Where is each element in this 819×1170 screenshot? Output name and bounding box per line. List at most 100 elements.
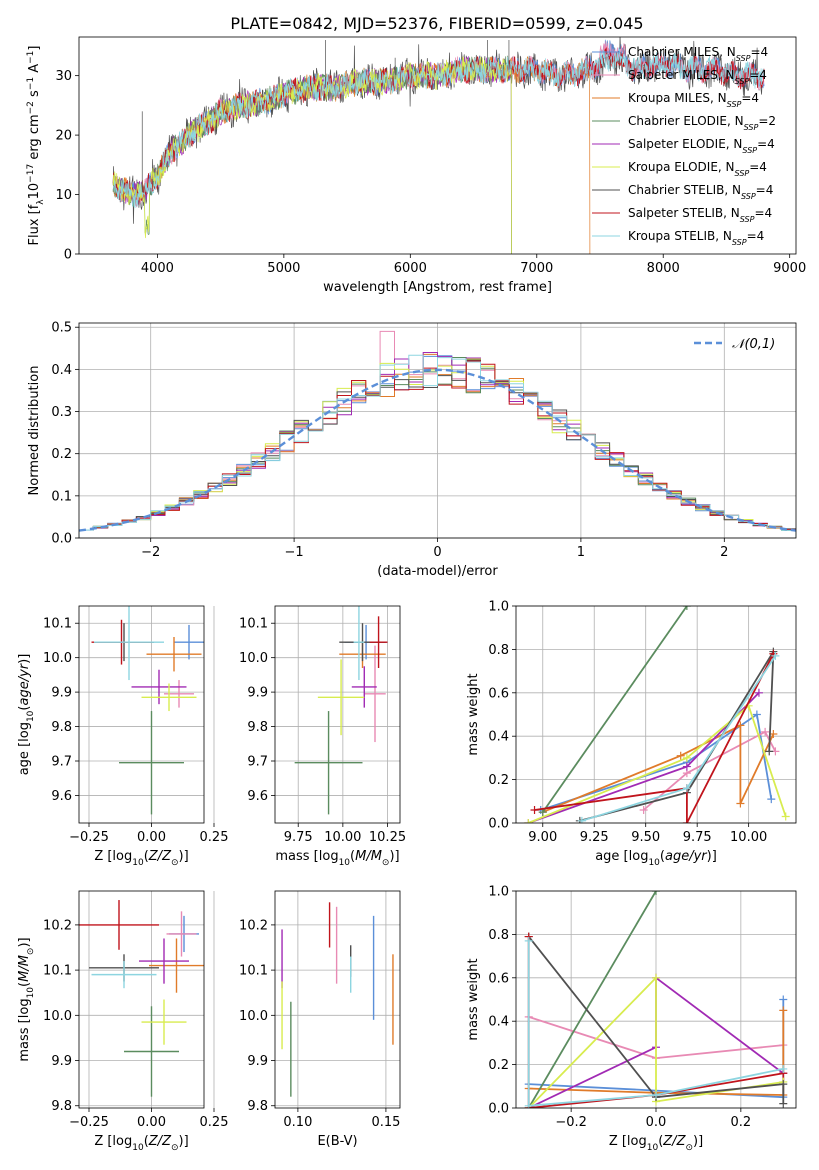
y-tick-label: 0.8 bbox=[488, 643, 509, 658]
y-tick-label: 9.7 bbox=[51, 755, 72, 770]
weight-marker bbox=[736, 799, 745, 808]
x-tick-label: 0.00 bbox=[137, 1115, 166, 1130]
axes-frame bbox=[78, 322, 797, 539]
legend-label: Chabrier MILES, NSSP=4 bbox=[628, 45, 768, 63]
weight-marker bbox=[524, 1101, 533, 1108]
y-tick-label: 10.1 bbox=[43, 617, 72, 632]
x-axis-label: age [log10(age/yr)] bbox=[595, 849, 717, 868]
y-axis-label: age [log10(age/yr)] bbox=[17, 654, 36, 776]
weight-marker bbox=[524, 819, 533, 823]
panel-residuals: −2 −1 0 1 2 0.0 0.1 0.2 0.3 0.4 0.5 (data-model)/er… bbox=[27, 321, 797, 579]
panel-age_vs_z: −0.25 0.00 0.25 9.6 9.7 9.8 9.9 10.0 10.1 Z [log1… bbox=[17, 605, 229, 868]
axes-frame bbox=[78, 605, 205, 824]
x-tick-label: −0.25 bbox=[69, 1115, 109, 1130]
y-tick-label: 0.0 bbox=[51, 532, 72, 547]
panel-spectrum: 4000 5000 6000 7000 8000 9000 0 10 20 30 wavelengt… bbox=[26, 36, 806, 295]
panel-weight_vs_age: 9.00 9.25 9.50 9.75 10.00 0.0 0.2 0.4 0.6 0.8 1.0 a… bbox=[466, 600, 797, 868]
y-tick-label: 0.5 bbox=[51, 321, 72, 336]
y-tick-label: 20 bbox=[55, 129, 72, 144]
legend-label: Kroupa ELODIE, NSSP=4 bbox=[628, 160, 767, 178]
weight-marker bbox=[779, 1080, 788, 1089]
legend: Chabrier MILES, NSSP=4 Salpeter MILES, NS… bbox=[592, 45, 776, 247]
y-tick-label: 0.2 bbox=[488, 1058, 509, 1073]
panel-weight_vs_z: −0.2 0.0 0.2 0.0 0.2 0.4 0.6 0.8 1.0 Z [log10(Z/Z… bbox=[466, 885, 797, 1153]
panel-age_vs_mass: 9.75 10.00 10.25 9.6 9.7 9.8 9.9 10.0 10.1 mass [… bbox=[239, 605, 406, 868]
x-tick-label: 9.00 bbox=[528, 830, 557, 845]
x-axis-label: Z [log10(Z/Z⊙)] bbox=[94, 1134, 188, 1153]
x-tick-label: 0.0 bbox=[646, 1115, 667, 1130]
y-tick-label: 10.2 bbox=[43, 918, 72, 933]
x-tick-label: 9.25 bbox=[580, 830, 609, 845]
y-axis-label: mass [log10(M/M⊙)] bbox=[17, 937, 36, 1061]
x-tick-label: 9.75 bbox=[284, 830, 313, 845]
y-tick-label: 0.0 bbox=[488, 817, 509, 832]
weight-marker bbox=[682, 606, 691, 610]
data-layer bbox=[294, 606, 388, 815]
axes-frame bbox=[78, 36, 797, 255]
data-layer bbox=[112, 37, 765, 254]
y-tick-label: 0.2 bbox=[488, 773, 509, 788]
panel-mass_vs_ebv: 0.10 0.15 9.8 9.9 10.0 10.1 10.2 E(B-V) bbox=[239, 890, 401, 1149]
y-tick-label: 0.8 bbox=[488, 928, 509, 943]
x-tick-label: 0.2 bbox=[731, 1115, 752, 1130]
weight-marker bbox=[530, 805, 539, 814]
plot-area bbox=[275, 891, 400, 1108]
plot-area bbox=[79, 606, 204, 823]
weight-line bbox=[527, 940, 784, 1107]
x-tick-label: 10.00 bbox=[324, 830, 361, 845]
x-tick-label: 0.15 bbox=[371, 1115, 400, 1130]
weight-marker bbox=[524, 936, 533, 945]
x-tick-label: 0 bbox=[433, 545, 441, 560]
weight-marker bbox=[639, 805, 648, 814]
legend-label: Salpeter STELIB, NSSP=4 bbox=[628, 206, 772, 224]
y-tick-label: 0.3 bbox=[51, 405, 72, 420]
x-tick-label: 8000 bbox=[647, 261, 680, 276]
data-layer bbox=[91, 606, 204, 815]
y-tick-label: 9.9 bbox=[51, 686, 72, 701]
weight-marker bbox=[779, 995, 788, 1004]
x-tick-label: 6000 bbox=[394, 261, 427, 276]
legend-label: Salpeter ELODIE, NSSP=4 bbox=[628, 137, 775, 155]
weight-marker bbox=[652, 973, 660, 982]
weight-marker bbox=[652, 891, 660, 895]
spectrum-line bbox=[112, 48, 765, 208]
x-tick-label: −0.2 bbox=[555, 1115, 587, 1130]
y-tick-label: 10.1 bbox=[239, 964, 268, 979]
y-tick-label: 10.0 bbox=[43, 1009, 72, 1024]
y-tick-label: 0.1 bbox=[51, 489, 72, 504]
y-tick-label: 10.0 bbox=[239, 651, 268, 666]
x-tick-label: 9000 bbox=[773, 261, 806, 276]
axes-frame bbox=[78, 890, 205, 1109]
data-layer bbox=[79, 330, 796, 538]
x-tick-label: −1 bbox=[285, 545, 304, 560]
y-tick-label: 0 bbox=[64, 248, 72, 263]
data-layer bbox=[281, 902, 394, 1097]
y-tick-label: 0.4 bbox=[51, 363, 72, 378]
y-tick-label: 10.2 bbox=[239, 918, 268, 933]
weight-marker bbox=[682, 819, 691, 823]
y-tick-label: 1.0 bbox=[488, 600, 509, 615]
data-layer bbox=[524, 891, 788, 1108]
panel-mass_vs_z: −0.25 0.00 0.25 9.8 9.9 10.0 10.1 10.2 Z [log10(… bbox=[17, 890, 229, 1153]
x-axis-label: (data-model)/error bbox=[377, 564, 498, 579]
data-layer bbox=[524, 606, 790, 823]
y-tick-label: 10 bbox=[55, 188, 72, 203]
weight-marker bbox=[771, 651, 780, 660]
x-tick-label: 0.25 bbox=[200, 830, 229, 845]
y-tick-label: 9.7 bbox=[247, 755, 268, 770]
y-tick-label: 9.8 bbox=[51, 720, 72, 735]
y-axis-label: Normed distribution bbox=[27, 366, 42, 496]
y-tick-label: 0.2 bbox=[51, 447, 72, 462]
weight-line bbox=[528, 976, 784, 1108]
spectrum-line bbox=[112, 56, 512, 254]
plot-layer: 4000 5000 6000 7000 8000 90000102030wavelengt… bbox=[17, 36, 806, 1153]
legend-label: Kroupa MILES, NSSP=4 bbox=[628, 91, 759, 109]
weight-marker bbox=[781, 812, 790, 821]
x-tick-label: 0.25 bbox=[200, 1115, 229, 1130]
weight-marker bbox=[682, 753, 691, 762]
x-tick-label: 10.25 bbox=[369, 830, 406, 845]
x-axis-label: wavelength [Angstrom, rest frame] bbox=[323, 280, 552, 295]
x-tick-label: 10.00 bbox=[730, 830, 767, 845]
x-tick-label: 7000 bbox=[520, 261, 553, 276]
axes-frame bbox=[515, 605, 797, 824]
